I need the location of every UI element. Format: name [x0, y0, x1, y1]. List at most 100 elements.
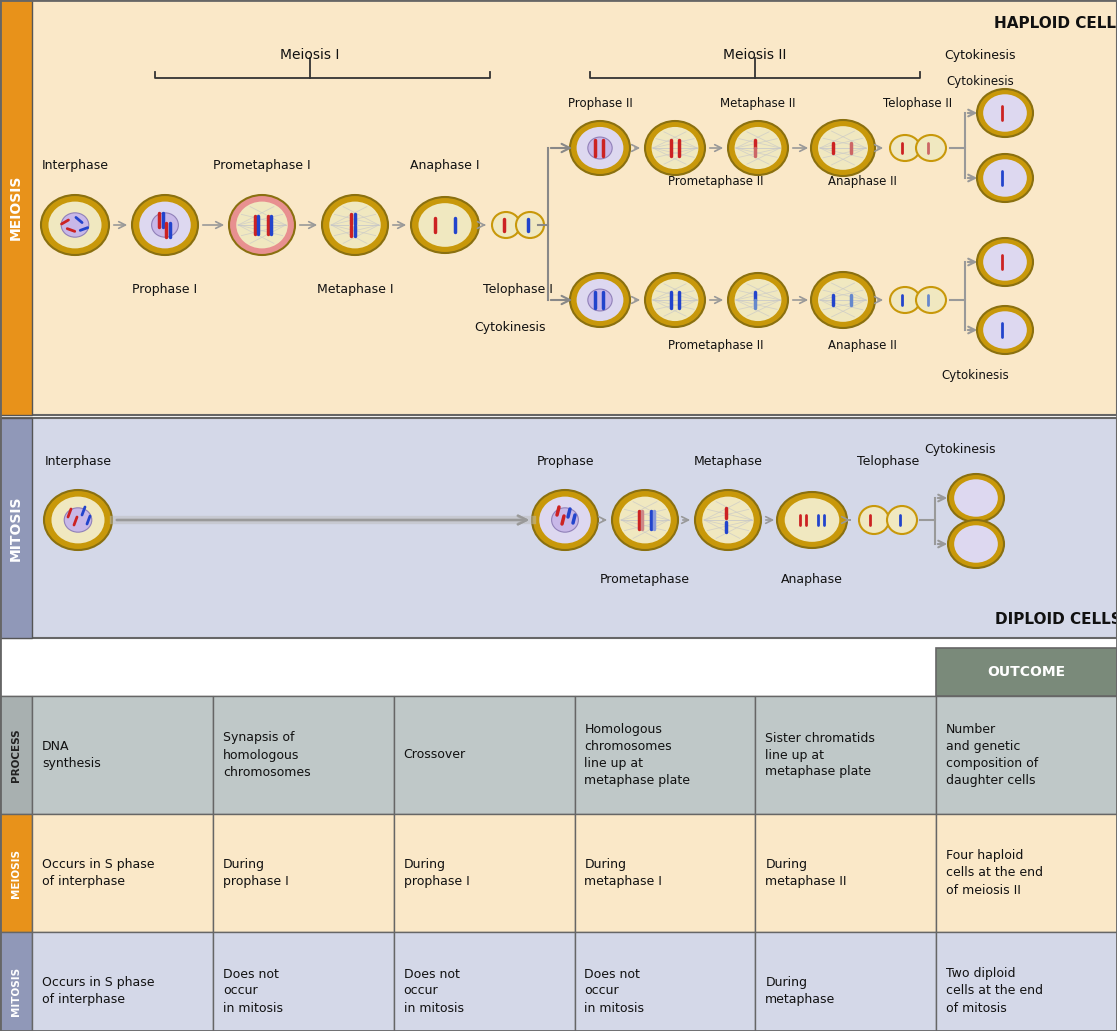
Text: Prophase I: Prophase I	[133, 284, 198, 297]
Ellipse shape	[703, 497, 754, 543]
Bar	[0, 696, 1117, 814]
Bar	[936, 932, 1117, 1031]
Ellipse shape	[954, 479, 997, 517]
Ellipse shape	[570, 121, 630, 175]
Bar	[213, 814, 393, 932]
Ellipse shape	[645, 273, 705, 327]
Text: Metaphase: Metaphase	[694, 456, 763, 468]
Ellipse shape	[983, 94, 1027, 132]
Text: Anaphase: Anaphase	[781, 573, 843, 587]
Text: Cytokinesis: Cytokinesis	[942, 368, 1009, 381]
Ellipse shape	[419, 203, 471, 246]
Ellipse shape	[651, 127, 698, 169]
Bar	[393, 814, 574, 932]
Ellipse shape	[588, 137, 612, 159]
Bar	[32, 814, 213, 932]
Text: Occurs in S phase
of interphase: Occurs in S phase of interphase	[42, 976, 154, 1006]
Ellipse shape	[890, 287, 920, 313]
Ellipse shape	[516, 212, 544, 238]
Text: MITOSIS: MITOSIS	[9, 495, 23, 561]
Text: Telophase: Telophase	[857, 456, 919, 468]
Ellipse shape	[735, 279, 782, 321]
Bar	[0, 696, 32, 814]
Bar	[936, 648, 1117, 696]
Ellipse shape	[322, 195, 388, 255]
Ellipse shape	[552, 508, 579, 532]
Text: Anaphase II: Anaphase II	[828, 338, 897, 352]
Bar	[574, 814, 755, 932]
Bar	[574, 932, 755, 1031]
Text: Number
and genetic
composition of
daughter cells: Number and genetic composition of daught…	[946, 723, 1039, 787]
Text: Meiosis II: Meiosis II	[724, 48, 786, 62]
Bar	[213, 696, 393, 814]
Ellipse shape	[777, 492, 847, 548]
Ellipse shape	[61, 212, 88, 237]
Ellipse shape	[645, 121, 705, 175]
Bar	[0, 0, 32, 415]
Ellipse shape	[540, 497, 591, 543]
Text: During
metaphase: During metaphase	[765, 976, 836, 1006]
Ellipse shape	[983, 159, 1027, 197]
Ellipse shape	[948, 474, 1004, 522]
Text: Crossover: Crossover	[403, 749, 466, 762]
Bar	[0, 418, 32, 638]
Bar	[0, 648, 1117, 696]
Ellipse shape	[491, 212, 521, 238]
Bar	[32, 696, 213, 814]
Text: MEIOSIS: MEIOSIS	[9, 175, 23, 240]
Text: DNA
synthesis: DNA synthesis	[42, 740, 101, 770]
Text: MITOSIS: MITOSIS	[11, 966, 21, 1016]
Bar	[393, 932, 574, 1031]
Ellipse shape	[977, 238, 1033, 286]
Text: Four haploid
cells at the end
of meiosis II: Four haploid cells at the end of meiosis…	[946, 850, 1043, 897]
Ellipse shape	[576, 279, 623, 321]
Ellipse shape	[64, 508, 92, 532]
Ellipse shape	[818, 126, 868, 170]
Bar	[755, 932, 936, 1031]
Ellipse shape	[728, 121, 787, 175]
Ellipse shape	[570, 273, 630, 327]
Text: Interphase: Interphase	[45, 456, 112, 468]
Ellipse shape	[51, 497, 105, 543]
Ellipse shape	[728, 273, 787, 327]
Text: Synapsis of
homologous
chromosomes: Synapsis of homologous chromosomes	[222, 732, 311, 778]
Ellipse shape	[983, 243, 1027, 280]
Ellipse shape	[887, 506, 917, 534]
Text: Interphase: Interphase	[41, 159, 108, 171]
Text: Cytokinesis: Cytokinesis	[924, 443, 995, 457]
Ellipse shape	[237, 202, 288, 248]
Text: Telophase I: Telophase I	[483, 284, 553, 297]
Text: Cytokinesis: Cytokinesis	[475, 322, 546, 334]
Text: During
prophase I: During prophase I	[403, 858, 469, 888]
Bar	[574, 696, 755, 814]
Bar	[755, 814, 936, 932]
Ellipse shape	[811, 120, 875, 176]
Bar	[213, 932, 393, 1031]
Text: OUTCOME: OUTCOME	[987, 665, 1066, 679]
Bar	[0, 932, 32, 1031]
Ellipse shape	[859, 506, 889, 534]
Text: Telophase II: Telophase II	[884, 97, 953, 109]
Text: Metaphase II: Metaphase II	[720, 97, 795, 109]
Text: Sister chromatids
line up at
metaphase plate: Sister chromatids line up at metaphase p…	[765, 732, 876, 778]
Ellipse shape	[612, 490, 678, 550]
Text: During
metaphase I: During metaphase I	[584, 858, 662, 888]
Text: Prometaphase II: Prometaphase II	[668, 338, 764, 352]
Text: PROCESS: PROCESS	[11, 728, 21, 781]
Ellipse shape	[785, 498, 839, 542]
Text: Does not
occur
in mitosis: Does not occur in mitosis	[584, 967, 645, 1015]
Bar	[936, 696, 1117, 814]
Text: Does not
occur
in mitosis: Does not occur in mitosis	[222, 967, 283, 1015]
Text: During
prophase I: During prophase I	[222, 858, 288, 888]
Ellipse shape	[140, 202, 191, 248]
Ellipse shape	[818, 278, 868, 322]
Ellipse shape	[735, 127, 782, 169]
Ellipse shape	[576, 127, 623, 169]
Ellipse shape	[619, 497, 670, 543]
Bar	[0, 0, 1117, 415]
Bar	[0, 814, 32, 932]
Bar	[0, 814, 1117, 932]
Bar	[393, 696, 574, 814]
Ellipse shape	[811, 272, 875, 328]
Ellipse shape	[890, 135, 920, 161]
